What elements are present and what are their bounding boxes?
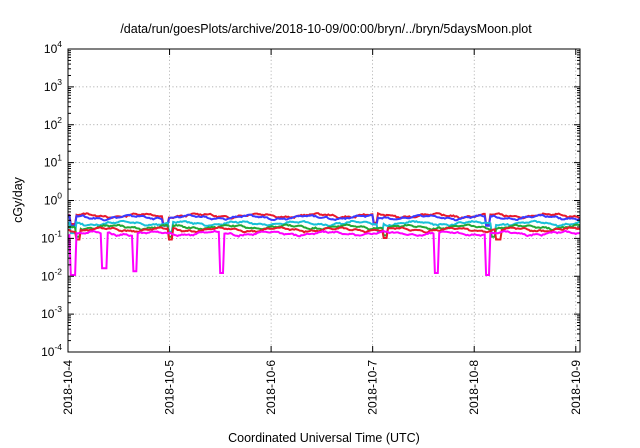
chart-title: /data/run/goesPlots/archive/2018-10-09/0… xyxy=(120,22,532,36)
y-axis: 10-4 10-3 10-2 10-1 100 101 102 103 104 xyxy=(41,39,580,359)
series-line xyxy=(67,226,581,241)
series-line xyxy=(67,229,581,276)
x-axis-label: Coordinated Universal Time (UTC) xyxy=(228,431,420,445)
x-tick-label: 2018-10-6 xyxy=(264,360,278,415)
y-tick-label: 103 xyxy=(44,77,62,94)
x-tick-label: 2018-10-7 xyxy=(366,360,380,415)
y-tick-label: 10-1 xyxy=(41,228,62,245)
y-tick-label: 102 xyxy=(44,115,62,132)
y-axis-label: cGy/day xyxy=(11,176,25,223)
x-axis: 2018-10-4 2018-10-5 2018-10-6 2018-10-7 2018… xyxy=(61,49,583,415)
y-tick-label: 100 xyxy=(44,191,62,208)
x-tick-label: 2018-10-4 xyxy=(61,360,75,415)
y-tick-label: 10-3 xyxy=(41,304,62,321)
grid xyxy=(68,49,580,352)
x-tick-label: 2018-10-9 xyxy=(569,360,583,415)
y-tick-label: 10-2 xyxy=(41,266,62,283)
x-tick-label: 2018-10-8 xyxy=(467,360,481,415)
series-group xyxy=(67,211,581,276)
y-tick-label: 10-4 xyxy=(41,342,62,359)
x-tick-label: 2018-10-5 xyxy=(163,360,177,415)
series-line xyxy=(67,213,581,227)
y-tick-label: 101 xyxy=(44,153,62,170)
y-tick-label: 104 xyxy=(44,39,62,56)
series-line xyxy=(67,211,581,225)
